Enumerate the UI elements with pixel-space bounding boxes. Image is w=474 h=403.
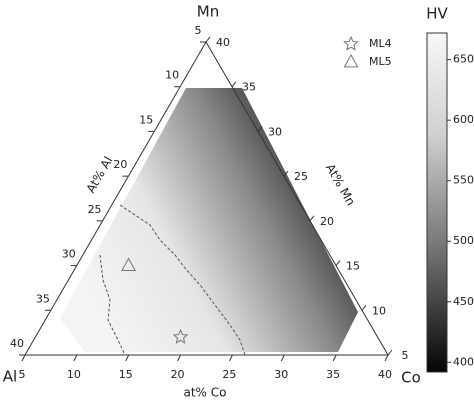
- legend-marker: [343, 53, 359, 68]
- colorbar-tick-label: 400: [453, 355, 474, 368]
- axis-title: at% Co: [184, 386, 227, 400]
- mn-tick-label: 20: [320, 215, 334, 228]
- corner-label: Co: [401, 369, 421, 387]
- al-tick-label: 35: [36, 292, 50, 305]
- tick: [335, 260, 341, 266]
- mn-tick-label: 25: [294, 170, 308, 183]
- tick: [21, 354, 26, 362]
- tick: [384, 354, 389, 362]
- co-tick-label: 15: [119, 368, 133, 381]
- heatmap-region: [60, 88, 358, 352]
- al-tick-label: 20: [113, 158, 127, 171]
- co-tick-label: 10: [67, 368, 81, 381]
- mn-tick-label: 40: [216, 36, 230, 49]
- mn-tick-label: 10: [372, 304, 386, 317]
- legend-label: ML4: [369, 37, 392, 50]
- al-tick-label: 25: [88, 203, 102, 216]
- tick: [231, 81, 237, 88]
- tick: [387, 349, 393, 356]
- co-tick-label: 35: [326, 368, 340, 381]
- colorbar-tick-label: 450: [453, 295, 474, 308]
- colorbar-title: HV: [426, 5, 448, 23]
- al-tick-label: 15: [139, 113, 153, 126]
- mn-tick-label: 35: [242, 81, 256, 94]
- co-tick-label: 30: [274, 368, 288, 381]
- al-tick-label: 30: [62, 248, 76, 261]
- colorbar-tick-label: 600: [453, 113, 474, 126]
- tick: [257, 126, 263, 132]
- colorbar-tick-label: 550: [453, 174, 474, 187]
- tick: [177, 354, 182, 362]
- co-tick-label: 40: [378, 368, 392, 381]
- tick: [309, 215, 315, 222]
- legend-label: ML5: [369, 55, 392, 68]
- tick: [283, 170, 289, 177]
- al-tick-label: 40: [10, 337, 24, 350]
- data-point: [121, 257, 137, 271]
- colorbar-tick-label: 500: [453, 234, 474, 247]
- mn-tick-label: 15: [346, 260, 360, 273]
- axis-title: At% Al: [84, 154, 116, 195]
- corner-label: Al: [3, 368, 17, 386]
- al-tick-label: 10: [165, 69, 179, 82]
- contour: [99, 254, 126, 356]
- co-tick-label: 5: [19, 368, 26, 381]
- tick: [332, 354, 337, 362]
- axis-title: At% Mn: [323, 161, 358, 208]
- tick: [73, 354, 78, 362]
- mn-tick-label: 5: [402, 349, 409, 362]
- co-tick-label: 20: [171, 368, 185, 381]
- co-tick-label: 25: [222, 368, 236, 381]
- contour: [119, 204, 246, 356]
- triangle-frame: [24, 41, 389, 356]
- mn-tick-label: 30: [268, 125, 282, 138]
- colorbar-tick-label: 650: [453, 53, 474, 66]
- tick: [280, 354, 285, 362]
- data-point: [172, 328, 189, 344]
- corner-label: Mn: [197, 3, 219, 21]
- al-tick-label: 5: [195, 24, 202, 37]
- legend-marker: [343, 35, 359, 51]
- tick: [125, 354, 130, 362]
- tick: [205, 36, 211, 43]
- tick: [361, 304, 367, 311]
- tick: [228, 354, 233, 362]
- colorbar: [426, 32, 448, 373]
